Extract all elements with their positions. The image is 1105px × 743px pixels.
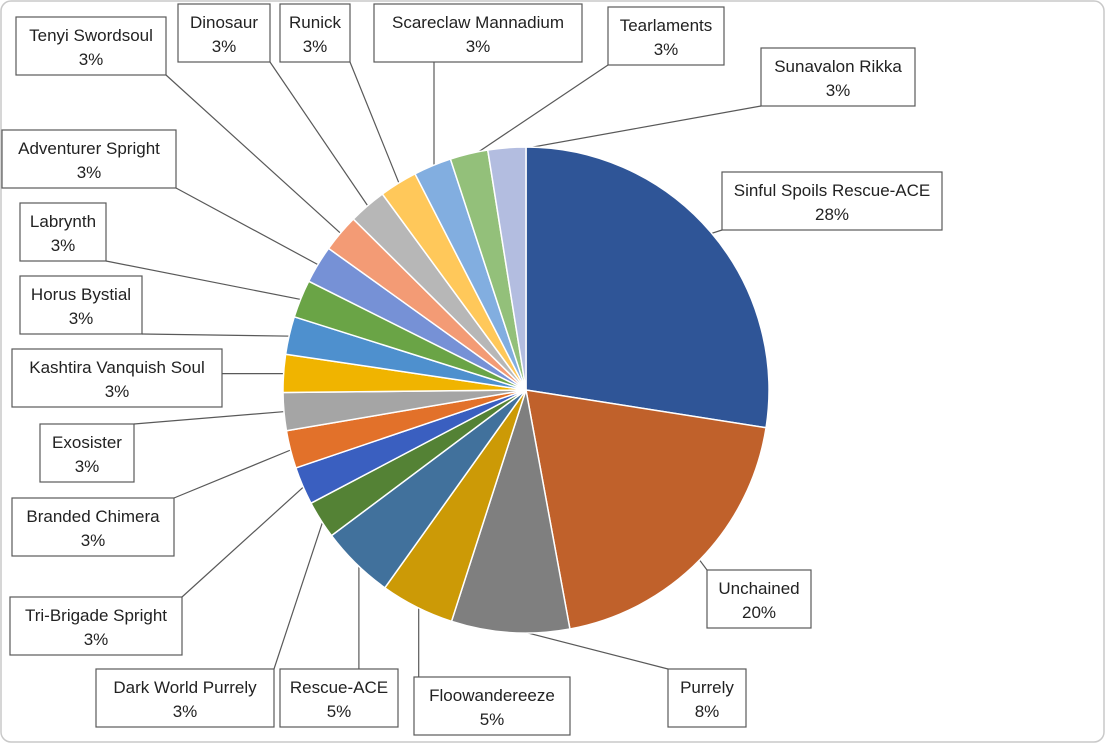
data-label-box (11, 348, 223, 408)
data-label-percent: 3% (69, 309, 94, 328)
leader-line (269, 61, 371, 210)
data-label-category: Adventurer Spright (18, 139, 160, 158)
data-label-percent: 20% (742, 603, 776, 622)
data-label-box (19, 202, 107, 262)
leader-line (349, 61, 401, 187)
leader-lines (105, 61, 762, 677)
data-label-category: Dinosaur (190, 13, 258, 32)
leader-line (469, 64, 609, 159)
data-label-percent: 3% (173, 702, 198, 721)
data-label-percent: 3% (51, 236, 76, 255)
data-label-category: Sinful Spoils Rescue-ACE (734, 181, 931, 200)
data-label-percent: 3% (826, 81, 851, 100)
data-label-percent: 3% (81, 531, 106, 550)
leader-line (181, 483, 307, 598)
data-label-percent: 5% (327, 702, 352, 721)
data-label-box (95, 668, 275, 728)
data-label-box (760, 47, 916, 107)
data-label-box (39, 423, 135, 483)
pie-slice-sinful-spoils-rescue-ace (525, 146, 770, 429)
data-label-box (19, 275, 143, 335)
data-label-box (9, 596, 183, 656)
data-label-percent: 3% (77, 163, 102, 182)
data-label-box (373, 3, 583, 63)
data-label-category: Scareclaw Mannadium (392, 13, 564, 32)
data-label-box (413, 676, 571, 736)
pie-slice-sunavalon-rikka (486, 146, 527, 391)
pie-slices (282, 146, 770, 634)
data-label-category: Tri-Brigade Spright (25, 606, 167, 625)
leader-line (510, 627, 669, 670)
data-label-box (607, 6, 725, 66)
data-label-box (1, 129, 177, 189)
data-label-category: Sunavalon Rikka (774, 57, 902, 76)
data-label-percent: 3% (303, 37, 328, 56)
data-label-percent: 28% (815, 205, 849, 224)
data-label-category: Floowandereeze (429, 686, 555, 705)
data-labels: Sinful Spoils Rescue-ACE 28% Unchained 20% P… (1, 3, 943, 736)
leader-line (173, 447, 295, 499)
pie-slice-unchained (525, 389, 767, 630)
data-label-box (15, 16, 167, 76)
data-label-category: Tearlaments (620, 16, 713, 35)
data-label-percent: 3% (75, 457, 100, 476)
data-label-box (667, 668, 747, 728)
data-label-box (11, 497, 175, 557)
data-label-percent: 3% (105, 382, 130, 401)
data-label-category: Tenyi Swordsoul (29, 26, 153, 45)
data-label-category: Unchained (718, 579, 799, 598)
leader-line (175, 187, 322, 268)
data-label-percent: 3% (212, 37, 237, 56)
pie-slice-purrely (450, 389, 571, 634)
data-label-category: Kashtira Vanquish Soul (29, 358, 204, 377)
leader-line (141, 333, 294, 337)
data-label-box (279, 3, 351, 63)
data-label-box (706, 569, 812, 629)
data-label-box (177, 3, 271, 63)
data-label-percent: 3% (84, 630, 109, 649)
leader-line (506, 105, 762, 153)
data-label-percent: 8% (695, 702, 720, 721)
leader-line (165, 74, 344, 237)
data-label-category: Exosister (52, 433, 122, 452)
data-label-category: Branded Chimera (26, 507, 160, 526)
leader-line (105, 260, 305, 301)
data-label-category: Runick (289, 13, 341, 32)
data-label-category: Horus Bystial (31, 285, 131, 304)
data-label-percent: 5% (480, 710, 505, 729)
data-label-category: Purrely (680, 678, 734, 697)
leader-line (133, 410, 289, 425)
data-label-category: Dark World Purrely (113, 678, 257, 697)
data-label-category: Labrynth (30, 212, 96, 231)
leader-line (273, 517, 325, 670)
data-label-box (279, 668, 399, 728)
data-label-category: Rescue-ACE (290, 678, 388, 697)
data-label-percent: 3% (466, 37, 491, 56)
data-label-box (721, 171, 943, 231)
data-label-percent: 3% (79, 50, 104, 69)
data-label-percent: 3% (654, 40, 679, 59)
